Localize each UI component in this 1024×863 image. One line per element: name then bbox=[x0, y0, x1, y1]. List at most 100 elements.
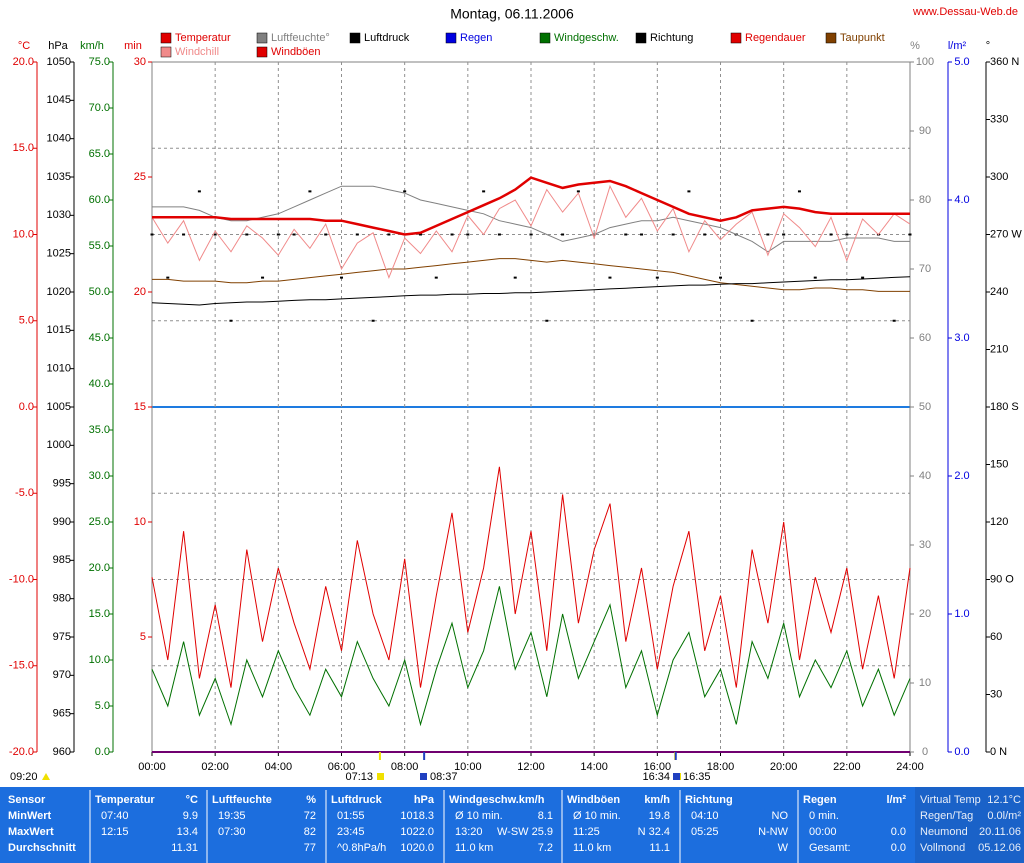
legend-label: Windgeschw. bbox=[554, 32, 619, 44]
row-label: Durchschnitt bbox=[8, 842, 76, 854]
x-tick-label: 22:00 bbox=[833, 761, 861, 773]
legend-label: Windchill bbox=[175, 46, 219, 58]
y-tick-label: 0.0 bbox=[19, 401, 34, 413]
legend-label: Richtung bbox=[650, 32, 693, 44]
column-header: Sensor bbox=[8, 794, 46, 806]
legend-label: Taupunkt bbox=[840, 32, 885, 44]
series-dot bbox=[561, 233, 565, 236]
x-tick-label: 16:00 bbox=[644, 761, 672, 773]
cell-left: 11.0 km bbox=[455, 842, 493, 854]
y-tick-label: 330 bbox=[990, 113, 1008, 125]
series-dot bbox=[624, 233, 628, 236]
y-tick-label: 75.0 bbox=[89, 56, 110, 68]
y-tick-label: 30 bbox=[919, 539, 931, 551]
legend-label: Regendauer bbox=[745, 32, 806, 44]
cell-right: W-SW 25.9 bbox=[497, 826, 553, 838]
info-value: 05.12.06 bbox=[978, 842, 1021, 854]
legend-swatch bbox=[256, 46, 268, 58]
y-tick-label: 1010 bbox=[47, 363, 71, 375]
series-dot bbox=[450, 233, 454, 236]
info-value: 12.1°C bbox=[987, 794, 1021, 806]
y-tick-label: 65.0 bbox=[89, 148, 110, 160]
cell-left: 05:25 bbox=[691, 826, 719, 838]
y-tick-label: 4.0 bbox=[954, 194, 969, 206]
cell-right: 0.0 bbox=[891, 826, 906, 838]
legend-swatch bbox=[256, 32, 268, 44]
y-tick-label: 25.0 bbox=[89, 516, 110, 528]
y-tick-label: 1035 bbox=[47, 171, 71, 183]
y-tick-label: 1040 bbox=[47, 133, 71, 145]
info-value: 0.0l/m² bbox=[987, 810, 1021, 822]
sun-time: 07:13 bbox=[345, 771, 373, 783]
x-tick-label: 00:00 bbox=[138, 761, 166, 773]
info-value: 20.11.06 bbox=[979, 826, 1021, 838]
series-line bbox=[151, 276, 911, 306]
cell-left: 07:40 bbox=[101, 810, 129, 822]
series-dot bbox=[908, 233, 912, 236]
series-dot bbox=[529, 233, 533, 236]
column-unit: °C bbox=[186, 794, 198, 806]
cell-right: 77 bbox=[304, 842, 316, 854]
sun-time: 16:34 bbox=[642, 771, 670, 783]
y-tick-label: 965 bbox=[53, 708, 71, 720]
cell-left: Gesamt: bbox=[809, 842, 851, 854]
column-header: Windgeschw.km/h bbox=[449, 794, 545, 806]
cell-right: 11.31 bbox=[171, 842, 198, 854]
y-tick-label: 970 bbox=[53, 669, 71, 681]
column-header: Luftdruck bbox=[331, 794, 383, 806]
sun-time: 16:35 bbox=[683, 771, 711, 783]
y-tick-label: 985 bbox=[53, 554, 71, 566]
x-tick-label: 14:00 bbox=[580, 761, 608, 773]
y-tick-label: 0 bbox=[922, 746, 928, 758]
y-tick-label: 5.0 bbox=[19, 315, 34, 327]
series-dot bbox=[797, 190, 801, 193]
y-tick-label: 30.0 bbox=[89, 470, 110, 482]
y-tick-label: -20.0 bbox=[9, 746, 34, 758]
column-unit: % bbox=[306, 794, 316, 806]
y-tick-label: 30 bbox=[990, 688, 1002, 700]
y-tick-label: 35.0 bbox=[89, 424, 110, 436]
series-dot bbox=[497, 233, 501, 236]
column-header: Luftfeuchte bbox=[212, 794, 272, 806]
legend-swatch bbox=[160, 32, 172, 44]
series-dot bbox=[671, 233, 675, 236]
series-dot bbox=[387, 233, 391, 236]
y-tick-label: 60 bbox=[919, 332, 931, 344]
x-tick-label: 24:00 bbox=[896, 761, 924, 773]
series-dot bbox=[150, 233, 154, 236]
y-tick-label: 270 W bbox=[990, 228, 1022, 240]
cell-left: 19:35 bbox=[218, 810, 246, 822]
cell-right: 1020.0 bbox=[400, 842, 434, 854]
cell-right: 72 bbox=[304, 810, 316, 822]
y-tick-label: 995 bbox=[53, 478, 71, 490]
series-dot bbox=[434, 276, 438, 279]
series-dot bbox=[782, 233, 786, 236]
y-tick-label: 1025 bbox=[47, 248, 71, 260]
legend-swatch bbox=[825, 32, 837, 44]
axis-title: min bbox=[124, 40, 142, 52]
legend-label: Regen bbox=[460, 32, 492, 44]
y-tick-label: 20 bbox=[134, 286, 146, 298]
series-dot bbox=[845, 233, 849, 236]
y-tick-label: 50 bbox=[919, 401, 931, 413]
cell-left: Ø 10 min. bbox=[573, 810, 621, 822]
x-tick-label: 06:00 bbox=[328, 761, 356, 773]
y-tick-label: 0.0 bbox=[95, 746, 110, 758]
y-tick-label: 20 bbox=[919, 608, 931, 620]
cell-right: 19.8 bbox=[649, 810, 670, 822]
column-unit: km/h bbox=[644, 794, 670, 806]
series-dot bbox=[371, 319, 375, 322]
y-tick-label: 1020 bbox=[47, 286, 71, 298]
sun-icon bbox=[673, 773, 680, 780]
y-tick-label: 40.0 bbox=[89, 378, 110, 390]
series-line bbox=[152, 258, 910, 292]
y-tick-label: 80 bbox=[919, 194, 931, 206]
y-tick-label: 240 bbox=[990, 286, 1008, 298]
sun-icon bbox=[42, 773, 50, 780]
cell-right: 11.1 bbox=[649, 842, 670, 854]
series-line bbox=[152, 185, 910, 253]
series-dot bbox=[829, 233, 833, 236]
legend-swatch bbox=[349, 32, 361, 44]
y-tick-label: 15.0 bbox=[89, 608, 110, 620]
cell-right: 7.2 bbox=[538, 842, 553, 854]
